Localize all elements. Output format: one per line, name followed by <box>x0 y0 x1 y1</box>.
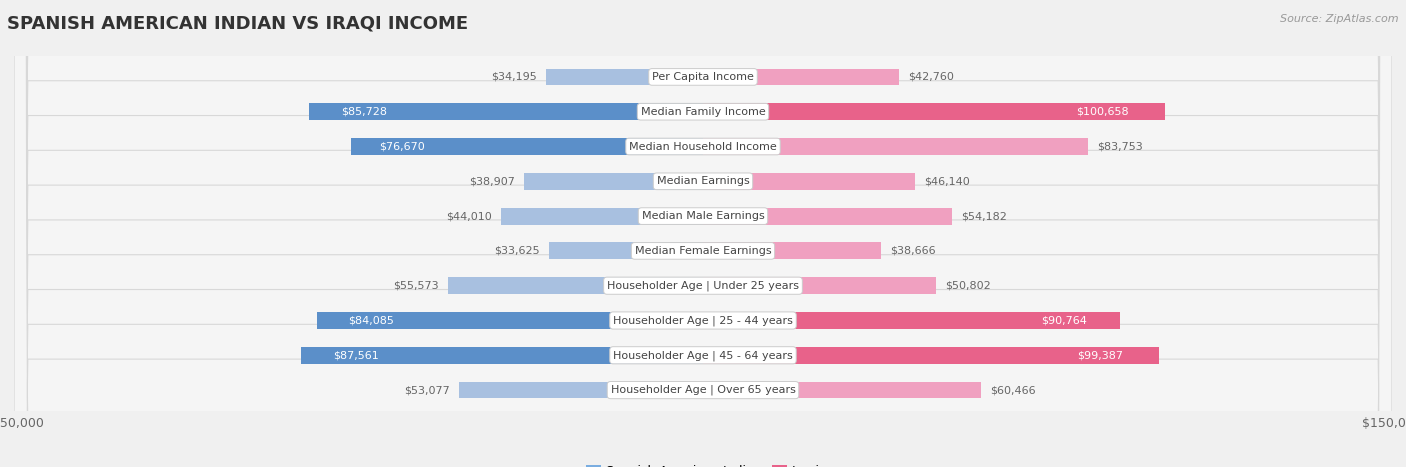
Text: Householder Age | 45 - 64 years: Householder Age | 45 - 64 years <box>613 350 793 361</box>
Text: $44,010: $44,010 <box>446 211 492 221</box>
Text: $33,625: $33,625 <box>494 246 540 256</box>
Text: $34,195: $34,195 <box>491 72 537 82</box>
Text: Per Capita Income: Per Capita Income <box>652 72 754 82</box>
FancyBboxPatch shape <box>14 0 1392 467</box>
Text: Householder Age | Over 65 years: Householder Age | Over 65 years <box>610 385 796 396</box>
FancyBboxPatch shape <box>17 0 1395 467</box>
Text: $87,561: $87,561 <box>333 350 378 360</box>
FancyBboxPatch shape <box>14 0 1392 467</box>
Text: $99,387: $99,387 <box>1077 350 1123 360</box>
Text: $50,802: $50,802 <box>945 281 991 290</box>
FancyBboxPatch shape <box>14 0 1392 467</box>
Text: Median Female Earnings: Median Female Earnings <box>634 246 772 256</box>
Text: $83,753: $83,753 <box>1097 142 1143 151</box>
FancyBboxPatch shape <box>14 0 1392 467</box>
Text: $54,182: $54,182 <box>962 211 1007 221</box>
Bar <box>703 347 1160 364</box>
Bar <box>703 312 1119 329</box>
Text: $38,907: $38,907 <box>470 177 515 186</box>
Text: Householder Age | 25 - 44 years: Householder Age | 25 - 44 years <box>613 315 793 326</box>
FancyBboxPatch shape <box>14 0 1392 467</box>
Text: SPANISH AMERICAN INDIAN VS IRAQI INCOME: SPANISH AMERICAN INDIAN VS IRAQI INCOME <box>7 14 468 32</box>
Bar <box>703 208 952 225</box>
Bar <box>316 312 703 329</box>
Bar <box>309 103 703 120</box>
Text: Householder Age | Under 25 years: Householder Age | Under 25 years <box>607 281 799 291</box>
Bar <box>703 173 915 190</box>
Text: Median Earnings: Median Earnings <box>657 177 749 186</box>
Bar <box>501 208 703 225</box>
FancyBboxPatch shape <box>17 0 1395 467</box>
FancyBboxPatch shape <box>14 0 1392 467</box>
Text: $100,658: $100,658 <box>1076 107 1129 117</box>
Bar <box>301 347 703 364</box>
Bar <box>460 382 703 398</box>
FancyBboxPatch shape <box>14 0 1392 467</box>
FancyBboxPatch shape <box>17 0 1395 467</box>
Bar <box>546 69 703 85</box>
FancyBboxPatch shape <box>17 0 1395 467</box>
Text: $55,573: $55,573 <box>392 281 439 290</box>
Text: $53,077: $53,077 <box>405 385 450 395</box>
Bar <box>703 69 900 85</box>
Text: $90,764: $90,764 <box>1040 316 1087 325</box>
Bar <box>703 242 880 259</box>
FancyBboxPatch shape <box>14 0 1392 467</box>
FancyBboxPatch shape <box>17 0 1395 467</box>
Text: Median Family Income: Median Family Income <box>641 107 765 117</box>
Bar <box>703 138 1088 155</box>
Text: $46,140: $46,140 <box>924 177 970 186</box>
FancyBboxPatch shape <box>17 0 1395 467</box>
Text: $38,666: $38,666 <box>890 246 935 256</box>
Text: Median Male Earnings: Median Male Earnings <box>641 211 765 221</box>
FancyBboxPatch shape <box>17 0 1395 467</box>
Text: $76,670: $76,670 <box>380 142 425 151</box>
FancyBboxPatch shape <box>14 0 1392 467</box>
Bar <box>524 173 703 190</box>
Bar <box>703 277 936 294</box>
Text: $84,085: $84,085 <box>347 316 394 325</box>
FancyBboxPatch shape <box>14 0 1392 467</box>
Text: Median Household Income: Median Household Income <box>628 142 778 151</box>
Text: $60,466: $60,466 <box>990 385 1036 395</box>
Text: $42,760: $42,760 <box>908 72 955 82</box>
Text: Source: ZipAtlas.com: Source: ZipAtlas.com <box>1281 14 1399 24</box>
Legend: Spanish American Indian, Iraqi: Spanish American Indian, Iraqi <box>581 460 825 467</box>
Bar <box>447 277 703 294</box>
Text: $85,728: $85,728 <box>340 107 387 117</box>
Bar <box>703 382 981 398</box>
Bar <box>352 138 703 155</box>
Bar <box>703 103 1166 120</box>
Bar <box>548 242 703 259</box>
FancyBboxPatch shape <box>17 0 1395 467</box>
FancyBboxPatch shape <box>17 0 1395 467</box>
FancyBboxPatch shape <box>17 0 1395 467</box>
